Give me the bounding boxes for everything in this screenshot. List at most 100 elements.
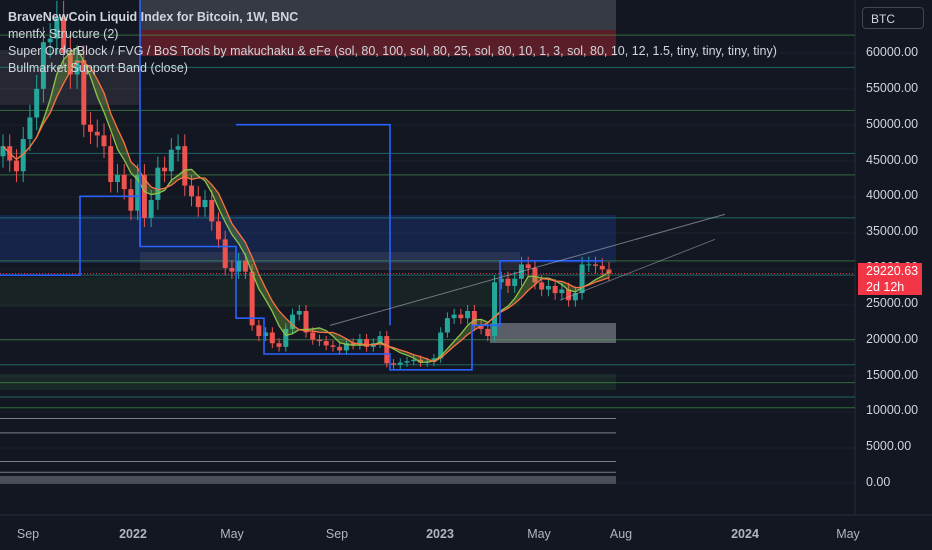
candle-body: [525, 264, 531, 268]
x-axis-tick: 2024: [731, 527, 759, 541]
candle-body: [94, 131, 100, 136]
candle-body: [61, 17, 67, 54]
candle-body: [397, 362, 403, 365]
candle-body: [101, 135, 107, 147]
legend-indicator-orderblock[interactable]: Super OrderBlock / FVG / BoS Tools by ma…: [8, 44, 777, 58]
candle-body: [498, 278, 504, 283]
order-block-zone: [140, 30, 616, 56]
legend-indicator-support-band[interactable]: Bullmarket Support Band (close): [8, 61, 188, 75]
candle-body: [209, 199, 215, 222]
y-axis-tick: 0.00: [866, 475, 891, 489]
candle-body: [0, 146, 6, 157]
candle-body: [606, 269, 612, 274]
candle-body: [552, 285, 558, 294]
candle-body: [391, 363, 397, 365]
legend-title: BraveNewCoin Liquid Index for Bitcoin, 1…: [8, 10, 299, 24]
candle-body: [323, 341, 329, 346]
fvg-zone: [0, 215, 616, 263]
x-axis-tick: Aug: [609, 527, 633, 541]
candle-body: [364, 338, 370, 347]
candle-body: [40, 42, 46, 89]
candle-body: [316, 339, 322, 342]
candle-body: [296, 311, 302, 315]
candle-body: [290, 314, 296, 329]
y-axis-tick: 60000.00: [866, 45, 919, 59]
candle-body: [182, 146, 188, 186]
candle-body: [20, 139, 26, 172]
x-axis-tick: May: [836, 527, 860, 541]
candle-body: [438, 332, 444, 359]
candle-body: [451, 314, 457, 319]
order-block-zone: [490, 323, 616, 343]
y-axis-tick: 40000.00: [866, 188, 919, 203]
candle-body: [431, 358, 437, 362]
candle-body: [88, 124, 94, 132]
candle-body: [13, 160, 19, 172]
candle-body: [559, 289, 565, 294]
candle-body: [135, 174, 141, 211]
symbol-badge[interactable]: BTC: [862, 7, 924, 29]
x-axis-tick: 2023: [426, 527, 454, 541]
candle-body: [108, 146, 114, 182]
y-axis-tick: 45000.00: [866, 152, 919, 167]
candle-body: [505, 278, 511, 286]
candle-body: [350, 343, 356, 345]
candle-body: [74, 60, 80, 75]
candle-body: [586, 264, 592, 266]
candle-body: [593, 264, 599, 266]
candle-body: [485, 328, 491, 337]
x-axis-tick: 2022: [119, 527, 147, 541]
candle-body: [256, 325, 262, 337]
candle-body: [67, 53, 73, 75]
candle-body: [249, 271, 255, 326]
candle-body: [417, 359, 423, 363]
candle-body: [189, 185, 195, 197]
candle-body: [215, 221, 221, 240]
trend-line: [559, 238, 716, 301]
candle-body: [303, 311, 309, 333]
trend-line: [329, 213, 726, 326]
candle-body: [263, 332, 269, 337]
x-axis-tick: May: [220, 527, 244, 541]
support-band-ema: [2, 46, 610, 364]
candle-body: [195, 196, 201, 208]
candle-body: [54, 17, 60, 39]
candle-body: [444, 318, 450, 333]
candle-body: [276, 343, 282, 347]
candle-body: [572, 293, 578, 301]
candle-body: [478, 325, 484, 329]
candle-body: [162, 167, 168, 172]
y-axis-tick: 5000.00: [866, 439, 912, 454]
candle-body: [492, 282, 498, 337]
legend-indicator-structure[interactable]: mentfx Structure (2): [8, 27, 119, 41]
candle-body: [269, 332, 275, 344]
candle-body: [471, 311, 477, 326]
candle-body: [545, 285, 551, 290]
y-axis-tick: 50000.00: [866, 116, 919, 131]
candle-body: [155, 167, 161, 200]
candle-body: [337, 346, 343, 351]
candle-body: [465, 311, 471, 319]
support-band-sma: [2, 60, 610, 363]
support-band-fill: [3, 47, 609, 363]
x-axis-tick: Sep: [16, 527, 40, 541]
y-axis-tick: 10000.00: [866, 403, 919, 418]
candle-body: [229, 268, 235, 272]
candle-body: [128, 189, 134, 211]
candle-body: [404, 361, 410, 363]
candle-body: [202, 199, 208, 208]
candle-body: [330, 345, 336, 347]
chart-legend: BraveNewCoin Liquid Index for Bitcoin, 1…: [8, 9, 777, 77]
candle-body: [114, 174, 120, 182]
candle-body: [236, 260, 242, 272]
x-axis-tick: May: [527, 527, 551, 541]
candle-body: [310, 332, 316, 340]
y-axis-tick: 35000.00: [866, 224, 919, 239]
y-axis-tick: 55000.00: [866, 80, 919, 95]
candle-body: [222, 239, 228, 268]
y-axis-tick: 15000.00: [866, 367, 919, 382]
candle-body: [283, 328, 289, 347]
candle-body: [343, 343, 349, 351]
candle-body: [512, 278, 518, 286]
